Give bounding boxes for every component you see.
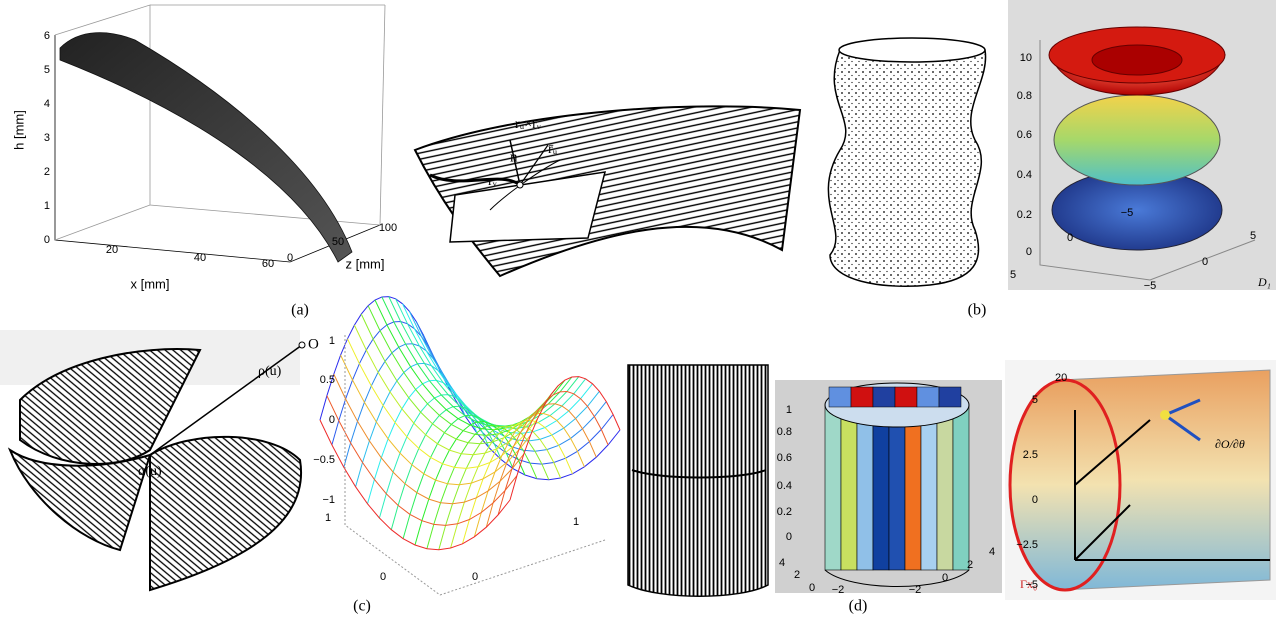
mesh-line — [334, 374, 524, 504]
tick-label: −5 — [1121, 207, 1134, 219]
tick-label: 4 — [779, 557, 785, 569]
stripe — [825, 405, 841, 570]
mesh-line — [320, 297, 430, 420]
tick-label: −5 — [1144, 280, 1157, 292]
panel-label: (c) — [353, 598, 371, 615]
tick-label: 0.4 — [777, 480, 792, 492]
tick-label: −0.5 — [313, 454, 335, 466]
tick-label: 0 — [472, 571, 478, 583]
tick-label: −1 — [322, 494, 335, 506]
mesh-line — [389, 297, 579, 427]
panel-a — [55, 5, 385, 262]
stripe — [895, 387, 917, 407]
stripe — [873, 387, 895, 407]
tick-label: 40 — [194, 252, 206, 264]
tick-label: 0 — [1032, 494, 1038, 506]
tick-label: 5 — [1032, 394, 1038, 406]
figure: h [mm] x [mm] z [mm] (a) rᵤ×rᵥ n r̄ᵤ rᵥ … — [0, 0, 1276, 629]
tick-label: 1 — [786, 404, 792, 416]
stripe — [857, 405, 873, 570]
tick-label: 4 — [989, 546, 995, 558]
stripe — [939, 387, 961, 407]
stripe — [905, 405, 921, 570]
tick-label: 50 — [332, 236, 344, 248]
tick-label: 1 — [325, 512, 331, 524]
tick-label: 2.5 — [1023, 449, 1038, 461]
tick-label: 1 — [573, 516, 579, 528]
annotation: ρ(u) — [258, 364, 282, 379]
mesh-line — [361, 314, 551, 444]
mesh-line — [409, 311, 599, 441]
tick-label: 2 — [44, 166, 50, 178]
tick-label: −2 — [909, 584, 922, 596]
tick-label: 0.8 — [777, 426, 792, 438]
annotation: rᵤ×rᵥ — [515, 117, 542, 132]
tick-label: 0.6 — [1017, 129, 1032, 141]
h-axis-label: h [mm] — [11, 110, 26, 150]
tick-label: 0.2 — [1017, 209, 1032, 221]
tick-label: 20 — [106, 244, 118, 256]
annotation: r̄ᵤ — [548, 142, 558, 157]
tick-label: 60 — [262, 258, 274, 270]
tick-label: −2.5 — [1016, 539, 1038, 551]
tick-label: 0 — [287, 252, 293, 264]
tick-label: 1 — [329, 335, 335, 347]
tick-label: 0.6 — [777, 452, 792, 464]
tick-label: 0.5 — [320, 374, 335, 386]
stripe — [851, 387, 873, 407]
stripe — [873, 405, 889, 570]
panel-d — [628, 360, 1276, 600]
tick-label: 0 — [809, 582, 815, 594]
mesh-line — [423, 335, 613, 465]
tick-label: 5 — [1010, 269, 1016, 281]
stripe — [841, 405, 857, 570]
tick-label: 2 — [794, 569, 800, 581]
annotation: rᵥ — [488, 174, 498, 189]
tick-label: 0.2 — [777, 506, 792, 518]
tick-label: −2 — [832, 584, 845, 596]
tick-label: 0 — [329, 414, 335, 426]
stripe — [917, 387, 939, 407]
tick-label: 0 — [380, 571, 386, 583]
annotation: D₁ — [1257, 275, 1271, 289]
tick-label: 2 — [967, 559, 973, 571]
panel-label: (d) — [849, 598, 868, 615]
tick-label: 0 — [1202, 256, 1208, 268]
stripe — [937, 405, 953, 570]
stripe — [921, 405, 937, 570]
tick-label: 3 — [44, 132, 50, 144]
tick-label: 100 — [379, 222, 397, 234]
tick-label: 6 — [44, 30, 50, 42]
tick-label: 1 — [44, 200, 50, 212]
tick-label: 0.8 — [1017, 90, 1032, 102]
tick-label: −5 — [1025, 579, 1038, 591]
mesh-line — [327, 396, 517, 526]
tick-label: 5 — [44, 64, 50, 76]
tick-label: 0 — [786, 531, 792, 543]
annotation: α(u) — [138, 464, 162, 479]
tick-label: 0 — [44, 234, 50, 246]
x-axis-label: x [mm] — [131, 276, 170, 291]
tick-label: 10 — [1020, 52, 1032, 64]
annotation: n — [510, 149, 518, 165]
annotation: ∂O/∂θ — [1215, 437, 1245, 451]
tick-label: 20 — [1055, 372, 1067, 384]
mesh-line — [348, 339, 538, 469]
tick-label: 5 — [1250, 230, 1256, 242]
tick-label: 0 — [942, 572, 948, 584]
mesh-line — [403, 304, 593, 434]
mesh-line — [510, 377, 620, 500]
panel-b — [415, 0, 1276, 290]
stripe — [889, 405, 905, 570]
stripe — [953, 405, 969, 570]
z-axis-label: z [mm] — [346, 256, 385, 271]
panel-label: (a) — [291, 302, 309, 319]
tick-label: 4 — [44, 98, 50, 110]
stripe — [829, 387, 851, 407]
tick-label: 0 — [1026, 246, 1032, 258]
tick-label: 0.4 — [1017, 169, 1032, 181]
tick-label: 0 — [1067, 232, 1073, 244]
annotation: O — [308, 336, 319, 352]
panel-label: (b) — [968, 302, 987, 319]
